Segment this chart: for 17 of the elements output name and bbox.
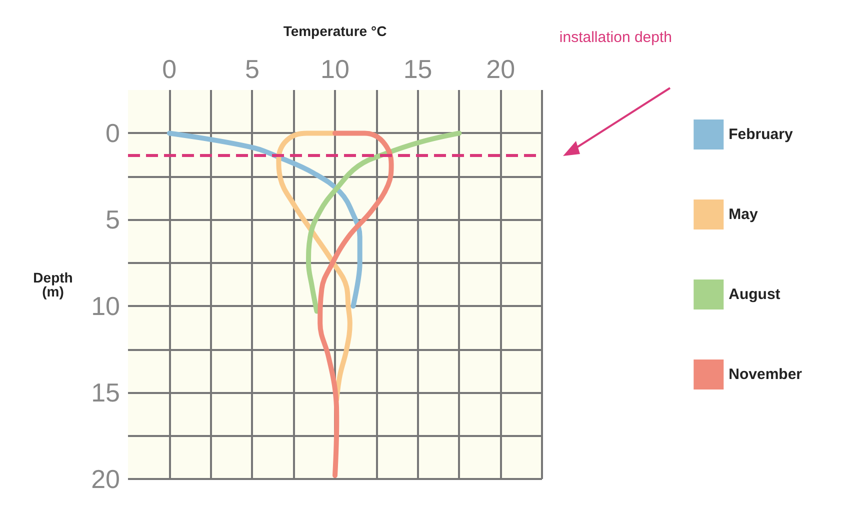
y-tick-label: 0 — [106, 118, 120, 148]
legend-label: November — [728, 366, 802, 383]
y-axis-title: Depth (m) — [33, 270, 73, 300]
x-axis-title: Temperature °C — [283, 23, 387, 39]
legend-label: February — [728, 126, 794, 143]
x-tick-label: 0 — [162, 54, 177, 84]
x-tick-label: 20 — [486, 54, 516, 84]
x-tick-label: 15 — [403, 54, 432, 84]
ref-line-label: installation depth — [559, 29, 672, 46]
x-tick-label: 10 — [320, 54, 350, 84]
x-tick-label: 5 — [244, 54, 260, 84]
y-tick-label: 10 — [91, 291, 120, 322]
y-tick-label: 20 — [91, 464, 120, 494]
legend-label: May — [728, 206, 758, 223]
y-tick-label: 15 — [91, 378, 120, 408]
y-tick-label: 5 — [106, 204, 120, 235]
legend-label: August — [728, 286, 780, 303]
